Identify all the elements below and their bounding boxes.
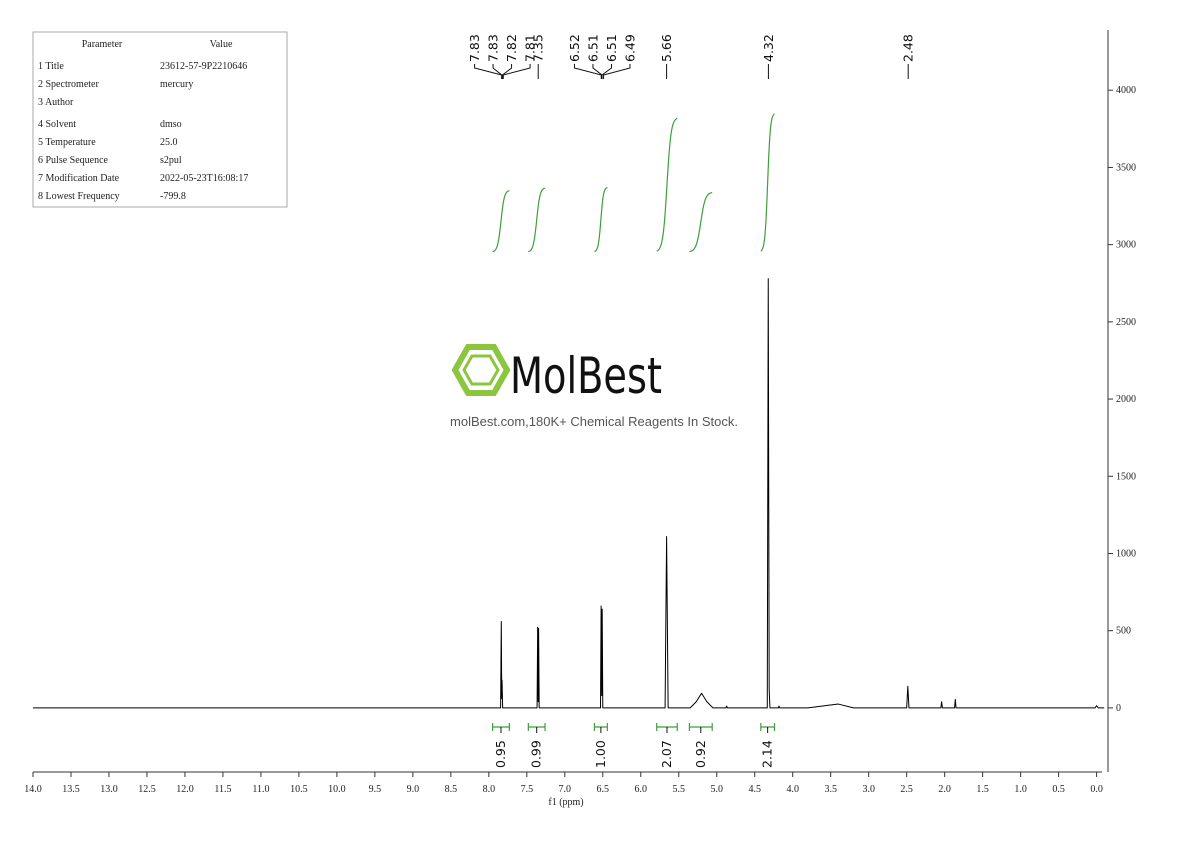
y-tick-label: 3000: [1116, 240, 1136, 251]
x-tick-label: 9.0: [407, 784, 420, 795]
x-tick-label: 5.5: [673, 784, 686, 795]
table-cell: 2022-05-23T16:08:17: [160, 173, 248, 184]
x-tick-label: 7.5: [521, 784, 534, 795]
peak-connector: [603, 64, 631, 79]
peak-label: 6.51: [604, 34, 619, 62]
integral-label: 0.95: [493, 740, 508, 768]
integral-curve: [594, 186, 608, 253]
y-tick-label: 0: [1116, 703, 1121, 714]
peak-connector: [502, 64, 531, 79]
x-tick-label: 4.5: [748, 784, 761, 795]
watermark-logo: [451, 344, 511, 396]
x-tick-label: 13.5: [62, 784, 80, 795]
y-tick-label: 3500: [1116, 162, 1136, 173]
y-tick-label: 2000: [1116, 394, 1136, 405]
table-cell: 4 Solvent: [38, 119, 76, 130]
x-tick-label: 14.0: [24, 784, 42, 795]
x-tick-label: 3.0: [862, 784, 875, 795]
integral-label: 0.99: [529, 740, 544, 768]
peak-connector: [573, 64, 602, 79]
table-cell: -799.8: [160, 191, 186, 202]
peak-connector: [592, 64, 603, 79]
watermark-tagline: molBest.com,180K+ Chemical Reagents In S…: [450, 414, 738, 429]
x-tick-label: 12.0: [176, 784, 194, 795]
table-cell: 3 Author: [38, 97, 74, 108]
integral-curve: [760, 113, 775, 252]
x-tick-label: 12.5: [138, 784, 156, 795]
peak-connector: [601, 64, 612, 79]
x-tick-label: 4.0: [786, 784, 799, 795]
x-tick-label: 6.0: [635, 784, 648, 795]
peak-connector: [502, 64, 513, 79]
x-tick-label: 2.5: [900, 784, 913, 795]
spectrum-line: [33, 278, 1105, 709]
y-tick-label: 4000: [1116, 85, 1136, 96]
x-axis-label: f1 (ppm): [548, 797, 583, 808]
integral-curve: [528, 187, 546, 253]
table-cell: 2 Spectrometer: [38, 79, 99, 90]
peak-label: 7.83: [467, 34, 482, 62]
peak-label: 6.52: [567, 34, 582, 62]
x-tick-label: 5.0: [710, 784, 723, 795]
integral-label: 2.14: [760, 740, 775, 768]
peak-label: 5.66: [659, 34, 674, 62]
y-tick-label: 500: [1116, 626, 1131, 637]
x-tick-label: 1.5: [976, 784, 989, 795]
parameter-box: [32, 31, 288, 208]
integral-curve: [689, 192, 713, 253]
peak-label: 7.35: [531, 34, 546, 62]
x-tick-label: 0.5: [1052, 784, 1065, 795]
y-tick-label: 1500: [1116, 471, 1136, 482]
table-cell: 23612-57-9P2210646: [160, 61, 247, 72]
table-cell: 25.0: [160, 137, 178, 148]
integral-curve: [492, 190, 510, 253]
table-cell: dmso: [160, 119, 182, 130]
peak-label: 7.81: [523, 34, 538, 62]
x-tick-label: 10.5: [290, 784, 308, 795]
watermark-brand: MolBest: [510, 347, 662, 405]
table-cell: 6 Pulse Sequence: [38, 155, 109, 166]
x-tick-label: 11.5: [214, 784, 231, 795]
table-cell: 8 Lowest Frequency: [38, 191, 120, 202]
table-cell: 1 Title: [38, 61, 64, 72]
table-cell: 5 Temperature: [38, 137, 96, 148]
y-tick-label: 2500: [1116, 317, 1136, 328]
x-tick-label: 2.0: [938, 784, 951, 795]
peak-label: 6.49: [622, 34, 637, 62]
integral-label: 2.07: [659, 740, 674, 768]
y-tick-label: 1000: [1116, 548, 1136, 559]
integral-curve: [656, 117, 678, 252]
x-tick-label: 11.0: [252, 784, 269, 795]
peak-label: 7.82: [504, 34, 519, 62]
table-cell: mercury: [160, 79, 193, 90]
x-tick-label: 6.5: [597, 784, 610, 795]
peak-label: 6.51: [585, 34, 600, 62]
x-tick-label: 3.5: [824, 784, 837, 795]
peak-label: 2.48: [901, 34, 916, 62]
table-header: Value: [210, 39, 233, 50]
x-tick-label: 13.0: [100, 784, 118, 795]
table-cell: 7 Modification Date: [38, 173, 120, 184]
peak-label: 7.83: [486, 34, 501, 62]
integral-label: 1.00: [593, 740, 608, 768]
x-tick-label: 10.0: [328, 784, 346, 795]
x-tick-label: 9.5: [369, 784, 382, 795]
x-tick-label: 8.0: [483, 784, 496, 795]
table-header: Parameter: [82, 39, 123, 50]
x-tick-label: 1.0: [1014, 784, 1027, 795]
peak-connector: [492, 64, 503, 79]
x-tick-label: 8.5: [445, 784, 458, 795]
x-tick-label: 7.0: [559, 784, 572, 795]
integral-label: 0.92: [693, 740, 708, 768]
table-cell: s2pul: [160, 155, 182, 166]
peak-label: 4.32: [761, 34, 776, 62]
x-tick-label: 0.0: [1090, 784, 1103, 795]
